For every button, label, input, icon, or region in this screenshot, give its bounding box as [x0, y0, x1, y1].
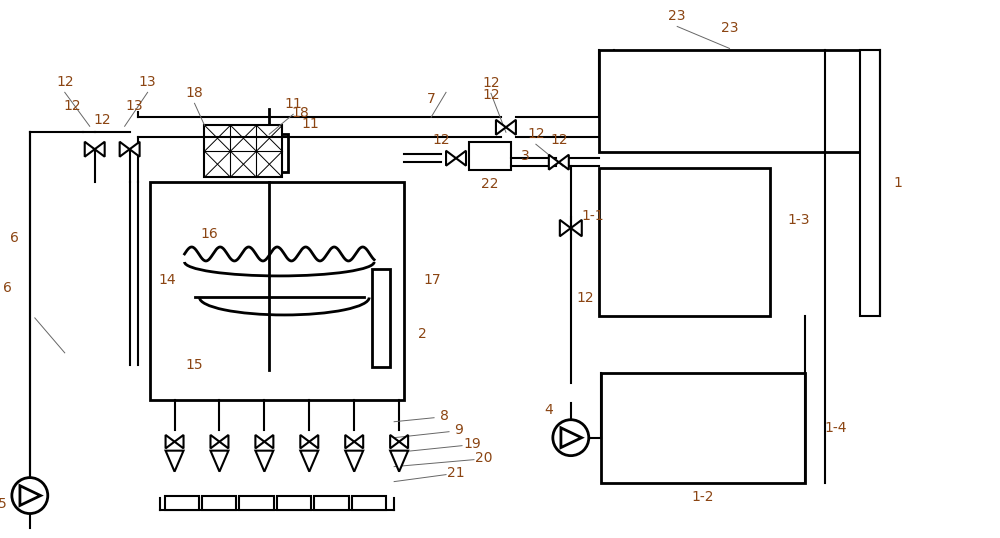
- Polygon shape: [175, 435, 184, 448]
- Text: 15: 15: [186, 358, 203, 372]
- Polygon shape: [559, 155, 569, 169]
- Text: 12: 12: [94, 114, 111, 128]
- Text: 12: 12: [482, 88, 500, 102]
- Bar: [277, 495, 311, 509]
- Bar: [599, 51, 860, 152]
- Bar: [352, 495, 386, 509]
- Polygon shape: [446, 151, 456, 166]
- Polygon shape: [345, 435, 354, 448]
- Text: 17: 17: [423, 273, 441, 287]
- Polygon shape: [345, 451, 363, 472]
- Text: 8: 8: [440, 409, 448, 423]
- Polygon shape: [120, 141, 130, 157]
- Polygon shape: [85, 141, 95, 157]
- Bar: [469, 142, 511, 170]
- Text: 21: 21: [447, 465, 465, 479]
- Circle shape: [553, 420, 589, 456]
- Bar: [239, 495, 274, 509]
- Text: 23: 23: [668, 10, 686, 24]
- Text: 1-1: 1-1: [581, 209, 604, 223]
- Text: 1-2: 1-2: [692, 490, 714, 504]
- Text: 12: 12: [432, 133, 450, 147]
- Text: 19: 19: [463, 437, 481, 451]
- Text: 12: 12: [56, 75, 74, 89]
- Text: 12: 12: [527, 128, 545, 141]
- Polygon shape: [300, 451, 318, 472]
- Bar: [150, 182, 404, 400]
- Polygon shape: [549, 155, 559, 169]
- Text: 12: 12: [482, 76, 500, 90]
- Polygon shape: [390, 435, 399, 448]
- Polygon shape: [571, 220, 582, 236]
- Bar: [165, 495, 199, 509]
- Polygon shape: [95, 141, 105, 157]
- Polygon shape: [354, 435, 363, 448]
- Polygon shape: [166, 451, 184, 472]
- Text: 5: 5: [0, 497, 6, 511]
- Text: 14: 14: [159, 273, 176, 287]
- Text: 11: 11: [284, 97, 302, 111]
- Polygon shape: [506, 120, 516, 134]
- Bar: [314, 495, 349, 509]
- Text: 2: 2: [418, 328, 426, 342]
- Polygon shape: [456, 151, 466, 166]
- Polygon shape: [130, 141, 140, 157]
- Text: 12: 12: [64, 100, 82, 114]
- Text: 7: 7: [427, 93, 435, 107]
- Circle shape: [12, 478, 48, 514]
- Bar: [202, 495, 236, 509]
- Text: 18: 18: [186, 86, 203, 100]
- Polygon shape: [210, 451, 228, 472]
- Polygon shape: [210, 435, 219, 448]
- Bar: [860, 51, 880, 316]
- Text: 22: 22: [481, 177, 499, 191]
- Text: 1-4: 1-4: [824, 421, 847, 435]
- Text: 12: 12: [550, 133, 568, 147]
- Text: 1-3: 1-3: [787, 213, 810, 227]
- Polygon shape: [300, 435, 309, 448]
- Polygon shape: [166, 435, 175, 448]
- Polygon shape: [255, 435, 264, 448]
- Polygon shape: [399, 435, 408, 448]
- Polygon shape: [309, 435, 318, 448]
- Text: 6: 6: [10, 231, 19, 245]
- Text: 12: 12: [576, 291, 594, 305]
- Text: 13: 13: [126, 100, 143, 114]
- Polygon shape: [560, 220, 571, 236]
- Polygon shape: [390, 451, 408, 472]
- Text: 4: 4: [544, 403, 553, 417]
- Polygon shape: [255, 451, 273, 472]
- Text: 18: 18: [291, 107, 309, 121]
- Bar: [599, 168, 770, 316]
- Polygon shape: [264, 435, 273, 448]
- Text: 23: 23: [721, 22, 738, 36]
- Text: 16: 16: [201, 227, 218, 241]
- Text: 13: 13: [139, 75, 156, 89]
- Polygon shape: [219, 435, 228, 448]
- Text: 3: 3: [521, 149, 529, 163]
- Text: 1: 1: [894, 176, 903, 190]
- Text: 6: 6: [3, 281, 12, 295]
- Polygon shape: [496, 120, 506, 134]
- Bar: [372, 269, 390, 367]
- Text: 11: 11: [301, 117, 319, 131]
- Bar: [204, 125, 282, 177]
- Bar: [250, 134, 288, 172]
- Text: 9: 9: [455, 423, 463, 437]
- Text: 20: 20: [475, 451, 493, 465]
- Bar: [601, 373, 805, 483]
